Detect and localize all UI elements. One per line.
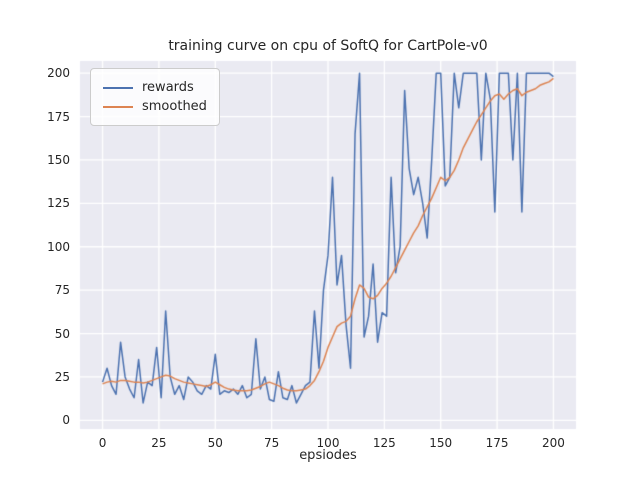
legend-label-rewards: rewards [142,80,194,95]
x-tick-label: 50 [207,436,223,450]
y-tick-label: 150 [47,152,70,167]
rewards-line-swatch [103,86,133,89]
legend: rewards smoothed [90,68,220,126]
x-tick-label: 0 [98,436,107,450]
legend-entry-rewards: rewards [103,80,207,95]
y-tick-label: 200 [47,66,70,81]
x-tick-label: 25 [151,436,167,450]
x-tick-label: 200 [542,436,565,450]
y-tick-label: 175 [47,109,70,124]
y-tick-label: 25 [54,369,70,384]
legend-entry-smoothed: smoothed [103,99,207,114]
y-tick-label: 0 [62,413,70,428]
chart-title: training curve on cpu of SoftQ for CartP… [168,38,488,54]
smoothed-line-swatch [103,105,133,108]
legend-label-smoothed: smoothed [142,99,207,114]
y-tick-label: 50 [54,326,70,341]
x-tick-label: 150 [429,436,453,450]
x-axis-label: epsiodes [299,448,357,463]
y-tick-label: 75 [54,283,70,298]
y-tick-label: 125 [47,196,70,211]
y-tick-label: 100 [47,239,70,254]
x-tick-label: 125 [372,436,396,450]
x-tick-label: 75 [263,436,280,450]
x-tick-label: 175 [485,436,509,450]
x-tick-label: 100 [316,436,340,450]
